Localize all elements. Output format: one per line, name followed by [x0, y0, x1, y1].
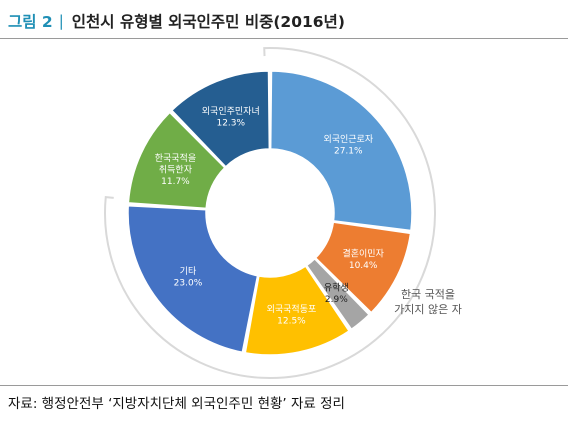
donut-slice	[127, 204, 259, 354]
slice-name: 유학생	[324, 282, 349, 293]
donut-slice	[127, 111, 226, 210]
source-note: 자료: 행정안전부 ‘지방자치단체 외국인주민 현황’ 자료 정리	[8, 396, 345, 412]
figure-number: 그림 2	[8, 13, 53, 31]
slice-label: 유학생 2.9%	[324, 282, 349, 305]
slice-value: 2.9%	[325, 295, 348, 305]
donut-slice	[305, 257, 371, 331]
slice-value: 10.4%	[349, 261, 378, 271]
donut-slice	[269, 70, 413, 232]
donut-slice	[244, 265, 351, 356]
slice-name: 외국인주민자녀	[202, 105, 260, 117]
donut-slice	[314, 221, 412, 314]
slice-name: 한국국적을	[155, 152, 196, 164]
figure-separator: |	[58, 12, 64, 30]
slice-label: 외국국적동포 12.5%	[267, 303, 317, 327]
annotation-line: 가지지 않은 자	[394, 303, 462, 316]
slice-name: 기타	[180, 266, 197, 277]
slice-name: 취득한자	[159, 165, 193, 176]
slice-value: 11.7%	[161, 177, 190, 187]
annotation-line: 한국 국적을	[401, 288, 455, 301]
slice-value: 23.0%	[174, 279, 203, 289]
figure-header: 그림 2 | 인천시 유형별 외국인주민 비중(2016년)	[8, 8, 345, 34]
slice-value: 27.1%	[334, 146, 363, 156]
slice-label: 기타 23.0%	[174, 266, 203, 289]
bottom-rule	[0, 385, 568, 386]
slice-name: 외국국적동포	[267, 303, 317, 315]
slice-name: 외국인근로자	[323, 133, 373, 145]
top-rule	[0, 38, 568, 39]
slice-value: 12.3%	[216, 118, 245, 128]
slice-label: 한국국적을 취득한자 11.7%	[155, 152, 196, 187]
annotation-bracket	[104, 47, 436, 379]
slice-name: 결혼이민자	[342, 247, 384, 259]
slice-label: 외국인주민자녀 12.3%	[202, 105, 260, 129]
slice-value: 12.5%	[277, 317, 306, 327]
donut-slice	[170, 70, 271, 168]
slice-label: 결혼이민자 10.4%	[342, 247, 384, 271]
figure-title: 인천시 유형별 외국인주민 비중(2016년)	[71, 13, 345, 31]
slice-label: 외국인근로자 27.1%	[323, 133, 373, 157]
